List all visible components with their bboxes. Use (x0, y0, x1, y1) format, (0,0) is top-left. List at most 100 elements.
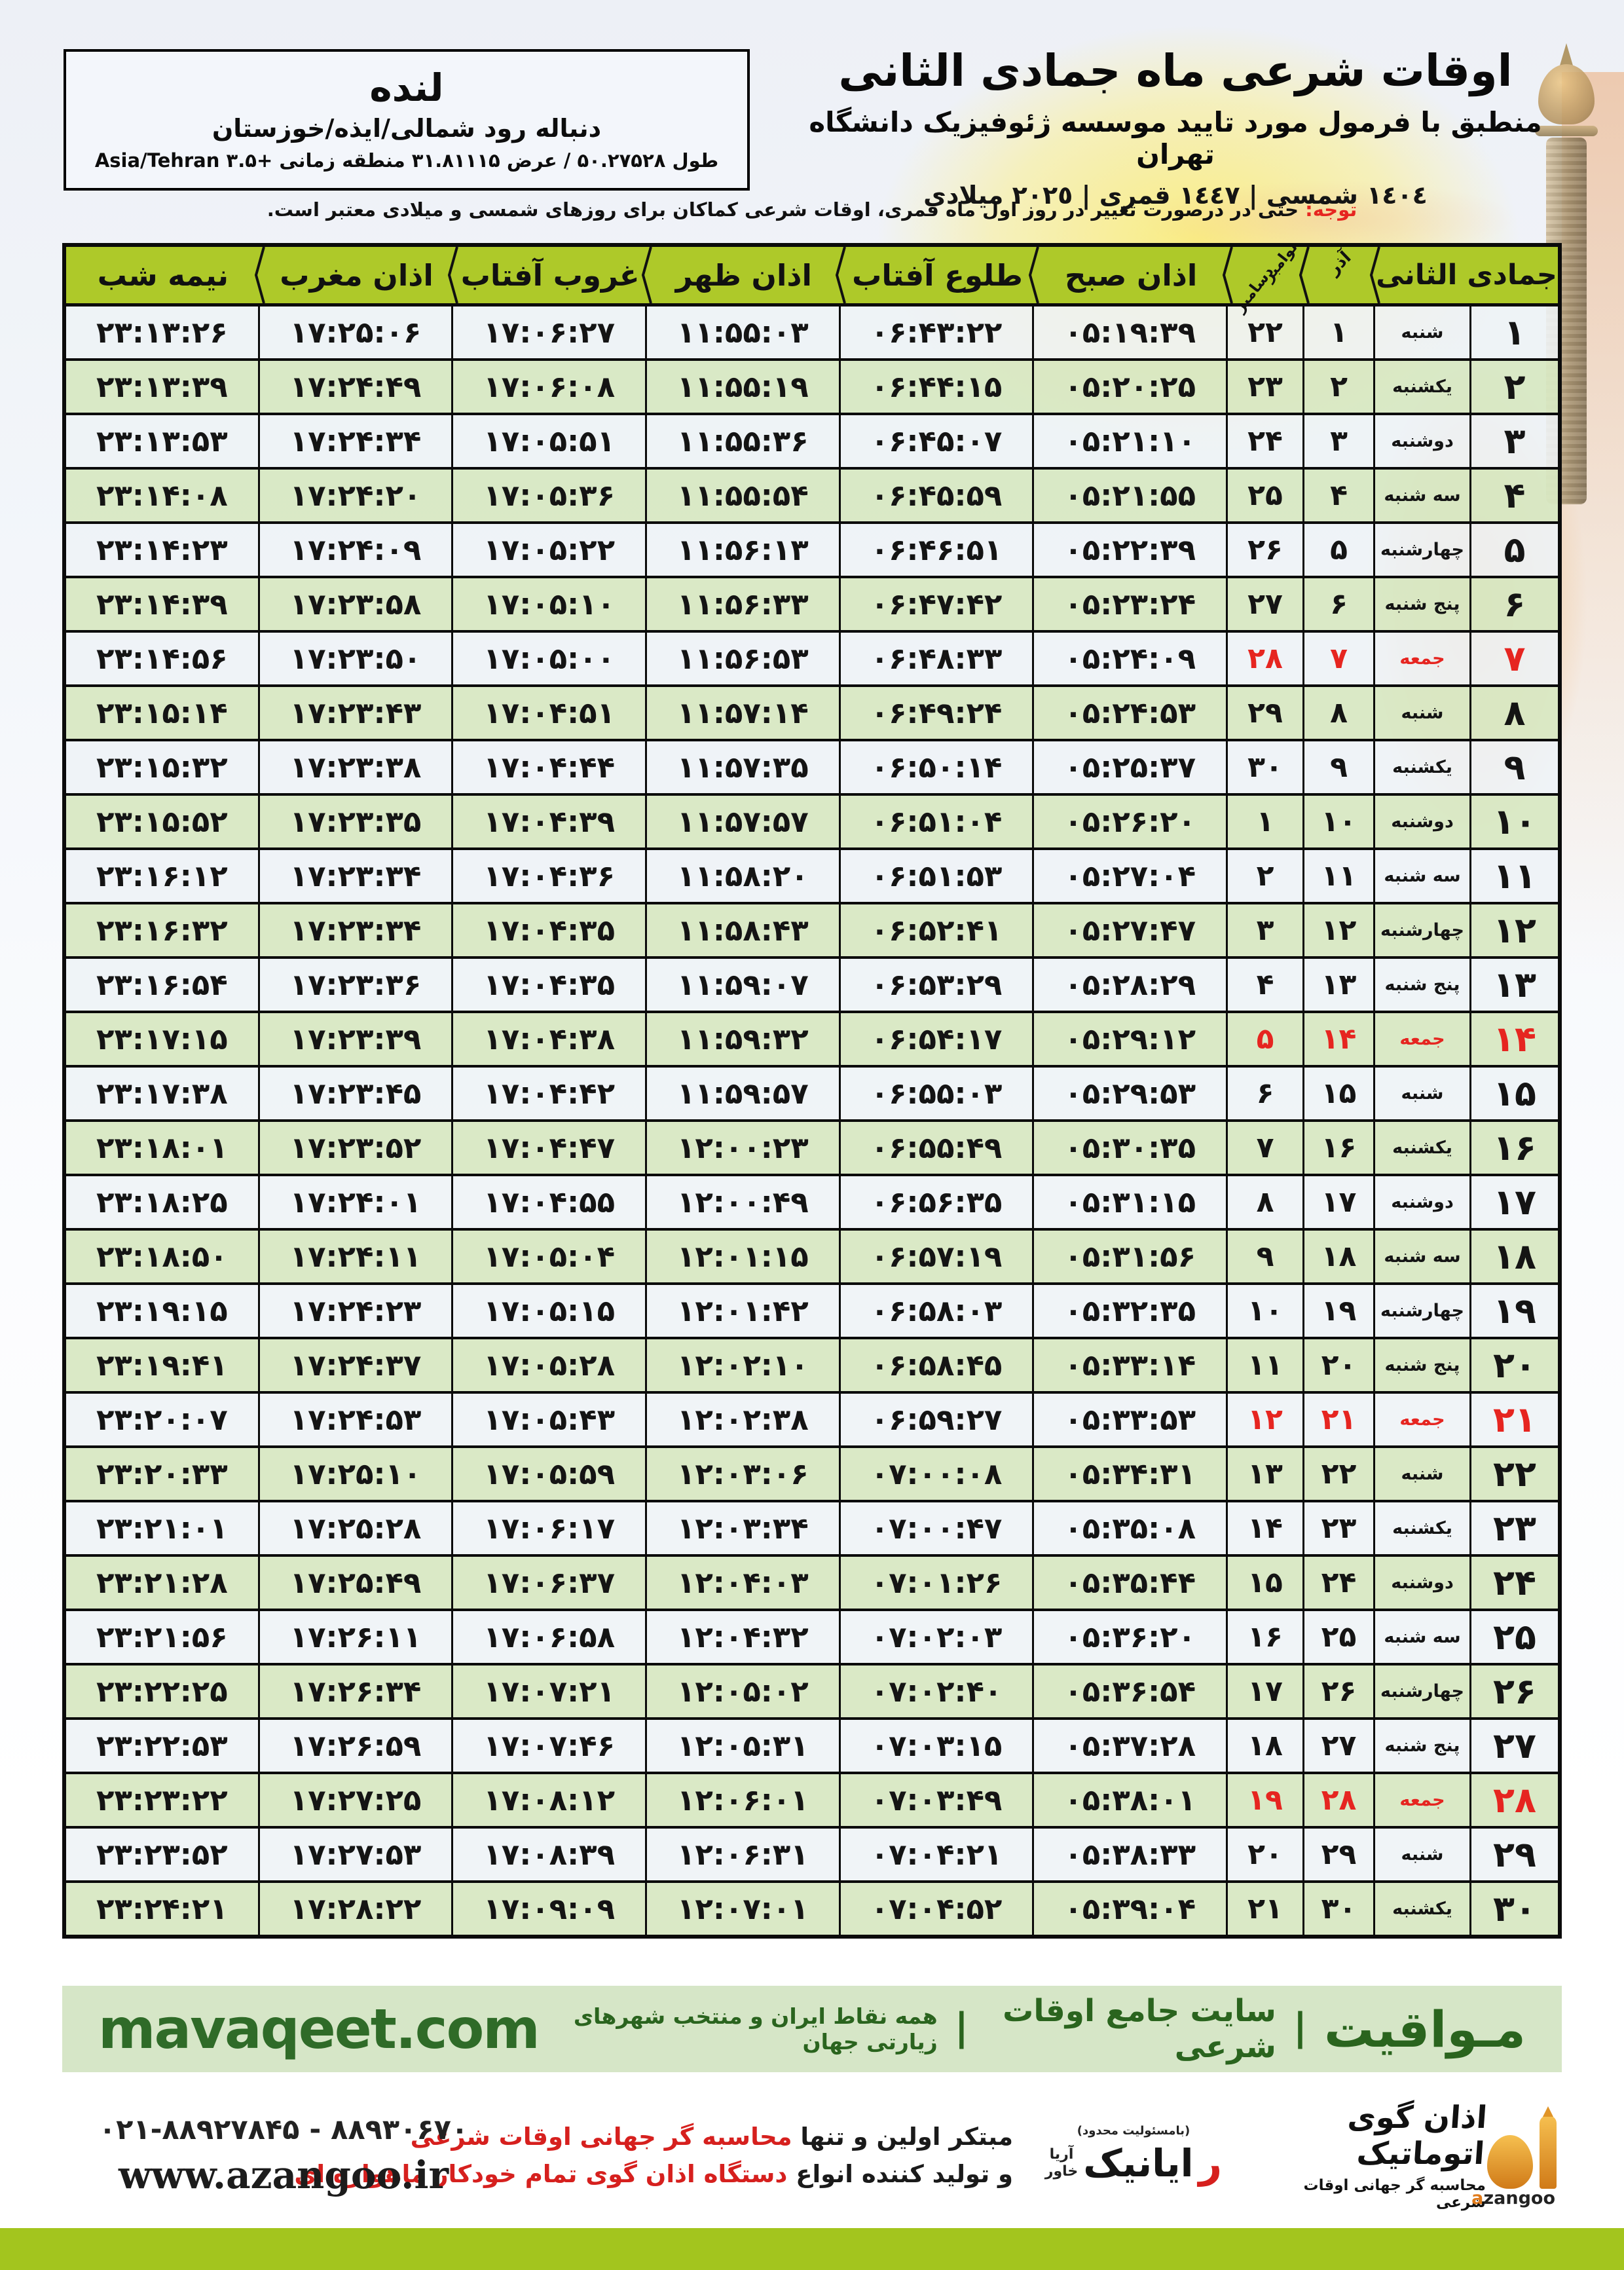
cell-sunset-time: ۱۷:۰۵:۰۴ (453, 1231, 648, 1282)
cell-jamadi-day: ۵ (1504, 529, 1526, 570)
cell-gregorian-day: ۲۱ (1228, 1883, 1304, 1935)
cell-weekday: جمعه (1375, 1774, 1471, 1826)
cell-gregorian-day: ۳ (1228, 904, 1304, 956)
cell-jamadi-day: ۱۱ (1493, 855, 1536, 897)
cell-sunset-time: ۱۷:۰۵:۱۰ (453, 578, 648, 630)
contact-block: ۰۲۱-۸۸۹۲۷۸۴۵ - ۸۸۹۳۰۶۷۰ www.azangoo.ir (81, 2113, 487, 2197)
table-row: ۲۷ پنج شنبه ۲۷ ۱۸ ۰۵:۳۷:۲۸ ۰۷:۰۳:۱۵ ۱۲:۰… (66, 1720, 1558, 1774)
table-row: ۲ یکشنبه ۲ ۲۳ ۰۵:۲۰:۲۵ ۰۶:۴۴:۱۵ ۱۱:۵۵:۱۹… (66, 361, 1558, 415)
table-row: ۱۸ سه شنبه ۱۸ ۹ ۰۵:۳۱:۵۶ ۰۶:۵۷:۱۹ ۱۲:۰۱:… (66, 1231, 1558, 1285)
column-header-maghrib: اذان مغرب (280, 257, 434, 293)
table-row: ۱۶ یکشنبه ۱۶ ۷ ۰۵:۳۰:۳۵ ۰۶:۵۵:۴۹ ۱۲:۰۰:۲… (66, 1122, 1558, 1176)
rayanik-name: ایانیک (1083, 2140, 1194, 2186)
cell-gregorian-day: ۳۰ (1228, 741, 1304, 793)
table-row: ۱ شنبه ۱ ۲۲ ۰۵:۱۹:۳۹ ۰۶:۴۳:۲۲ ۱۱:۵۵:۰۳ ۱… (66, 307, 1558, 361)
cell-azar-day: ۱۳ (1304, 959, 1375, 1011)
cell-gregorian-day: ۲۵ (1228, 470, 1304, 521)
cell-gregorian-day: ۲۶ (1228, 524, 1304, 576)
cell-weekday: دوشنبه (1375, 1176, 1471, 1228)
azangoo-url-link[interactable]: www.azangoo.ir (118, 2153, 449, 2197)
table-row: ۳ دوشنبه ۳ ۲۴ ۰۵:۲۱:۱۰ ۰۶:۴۵:۰۷ ۱۱:۵۵:۳۶… (66, 415, 1558, 470)
column-header-fajr: اذان صبح (1065, 257, 1198, 293)
cell-gregorian-day: ۲۰ (1228, 1829, 1304, 1880)
cell-weekday: دوشنبه (1375, 415, 1471, 467)
cell-sunrise-time: ۰۷:۰۱:۲۶ (841, 1557, 1035, 1609)
cell-sunrise-time: ۰۶:۵۷:۱۹ (841, 1231, 1035, 1282)
cell-azar-day: ۲۳ (1304, 1502, 1375, 1554)
location-coordinates: طول ۵۰.۲۷۵۲۸ / عرض ۳۱.۸۱۱۱۵ منطقه زمانی … (94, 149, 719, 172)
cell-gregorian-day: ۲۷ (1228, 578, 1304, 630)
cell-sunrise-time: ۰۶:۵۵:۰۳ (841, 1068, 1035, 1119)
cell-jamadi-day: ۲۳ (1493, 1508, 1536, 1549)
table-row: ۲۴ دوشنبه ۲۴ ۱۵ ۰۵:۳۵:۴۴ ۰۷:۰۱:۲۶ ۱۲:۰۴:… (66, 1557, 1558, 1611)
azangoo-latin-label: azangoo (1471, 2188, 1555, 2208)
header-divider-chevron (835, 247, 847, 303)
cell-weekday: یکشنبه (1375, 1122, 1471, 1174)
cell-fajr-time: ۰۵:۲۱:۵۵ (1034, 470, 1228, 521)
cell-gregorian-day: ۱۷ (1228, 1665, 1304, 1717)
cell-sunset-time: ۱۷:۰۶:۱۷ (453, 1502, 648, 1554)
cell-midnight-time: ۲۳:۱۳:۲۶ (66, 307, 260, 358)
cell-fajr-time: ۰۵:۳۵:۴۴ (1034, 1557, 1228, 1609)
rayanik-khavar: خاور (1044, 2163, 1079, 2180)
cell-weekday: سه شنبه (1375, 1231, 1471, 1282)
slogan1-red: محاسبه گر جهانی اوقات شرعی (410, 2123, 792, 2151)
column-header-midnight: نیمه شب (97, 257, 229, 293)
cell-weekday: یکشنبه (1375, 1883, 1471, 1935)
cell-azar-day: ۱۴ (1304, 1013, 1375, 1065)
cell-sunrise-time: ۰۷:۰۰:۴۷ (841, 1502, 1035, 1554)
cell-maghrib-time: ۱۷:۲۵:۱۰ (260, 1448, 454, 1500)
cell-sunrise-time: ۰۶:۵۸:۴۵ (841, 1339, 1035, 1391)
cell-noon-time: ۱۲:۰۵:۳۱ (647, 1720, 841, 1772)
cell-azar-day: ۲۹ (1304, 1829, 1375, 1880)
cell-azar-day: ۲۸ (1304, 1774, 1375, 1826)
notice-label: توجه: (1305, 198, 1357, 221)
cell-weekday: جمعه (1375, 633, 1471, 684)
table-row: ۲۹ شنبه ۲۹ ۲۰ ۰۵:۳۸:۳۳ ۰۷:۰۴:۲۱ ۱۲:۰۶:۳۱… (66, 1829, 1558, 1883)
cell-weekday: جمعه (1375, 1013, 1471, 1065)
cell-midnight-time: ۲۳:۲۳:۲۲ (66, 1774, 260, 1826)
cell-fajr-time: ۰۵:۳۳:۱۴ (1034, 1339, 1228, 1391)
cell-sunset-time: ۱۷:۰۴:۴۴ (453, 741, 648, 793)
table-row: ۱۰ دوشنبه ۱۰ ۱ ۰۵:۲۶:۲۰ ۰۶:۵۱:۰۴ ۱۱:۵۷:۵… (66, 796, 1558, 850)
cell-midnight-time: ۲۳:۲۴:۲۱ (66, 1883, 260, 1935)
cell-gregorian-day: ۱۸ (1228, 1720, 1304, 1772)
cell-azar-day: ۲۰ (1304, 1339, 1375, 1391)
cell-gregorian-day: ۷ (1228, 1122, 1304, 1174)
cell-weekday: یکشنبه (1375, 1502, 1471, 1554)
slogan-block: مبتکر اولین و تنها محاسبه گر جهانی اوقات… (294, 2123, 1013, 2188)
cell-weekday: چهارشنبه (1375, 1665, 1471, 1717)
cell-sunrise-time: ۰۶:۴۴:۱۵ (841, 361, 1035, 413)
table-header-row: جمادی الثانی آذر نوامبر دسامبر اذان صبح … (66, 239, 1558, 316)
cell-noon-time: ۱۱:۵۵:۳۶ (647, 415, 841, 467)
cell-fajr-time: ۰۵:۲۳:۲۴ (1034, 578, 1228, 630)
cell-weekday: سه شنبه (1375, 850, 1471, 902)
cell-sunset-time: ۱۷:۰۹:۰۹ (453, 1883, 648, 1935)
footer: azangoo اذان گوی اتوماتیک محاسبه گر جهان… (62, 2093, 1562, 2218)
cell-fajr-time: ۰۵:۲۹:۱۲ (1034, 1013, 1228, 1065)
cell-maghrib-time: ۱۷:۲۴:۴۹ (260, 361, 454, 413)
page-title: اوقات شرعی ماه جمادی الثانی (838, 45, 1513, 96)
mavaqeet-url-link[interactable]: mavaqeet.com (98, 1997, 540, 2061)
cell-jamadi-day: ۳۰ (1493, 1888, 1536, 1929)
cell-gregorian-day: ۱۵ (1228, 1557, 1304, 1609)
cell-midnight-time: ۲۳:۲۱:۲۸ (66, 1557, 260, 1609)
cell-midnight-time: ۲۳:۲۳:۵۲ (66, 1829, 260, 1880)
cell-sunset-time: ۱۷:۰۴:۴۷ (453, 1122, 648, 1174)
cell-jamadi-day: ۲۱ (1493, 1399, 1536, 1440)
cell-noon-time: ۱۲:۰۳:۳۴ (647, 1502, 841, 1554)
cell-maghrib-time: ۱۷:۲۴:۰۹ (260, 524, 454, 576)
cell-noon-time: ۱۱:۵۵:۰۳ (647, 307, 841, 358)
cell-sunset-time: ۱۷:۰۷:۲۱ (453, 1665, 648, 1717)
cell-maghrib-time: ۱۷:۲۴:۱۱ (260, 1231, 454, 1282)
cell-midnight-time: ۲۳:۱۴:۵۶ (66, 633, 260, 684)
cell-maghrib-time: ۱۷:۲۵:۲۸ (260, 1502, 454, 1554)
cell-jamadi-day: ۱ (1504, 312, 1526, 353)
cell-maghrib-time: ۱۷:۲۸:۲۲ (260, 1883, 454, 1935)
cell-maghrib-time: ۱۷:۲۳:۳۹ (260, 1013, 454, 1065)
cell-gregorian-day: ۲۳ (1228, 361, 1304, 413)
cell-sunset-time: ۱۷:۰۴:۵۱ (453, 687, 648, 739)
cell-sunset-time: ۱۷:۰۶:۵۸ (453, 1611, 648, 1663)
slogan1-black: مبتکر اولین و تنها (792, 2123, 1013, 2151)
table-row: ۷ جمعه ۷ ۲۸ ۰۵:۲۴:۰۹ ۰۶:۴۸:۳۳ ۱۱:۵۶:۵۳ ۱… (66, 633, 1558, 687)
